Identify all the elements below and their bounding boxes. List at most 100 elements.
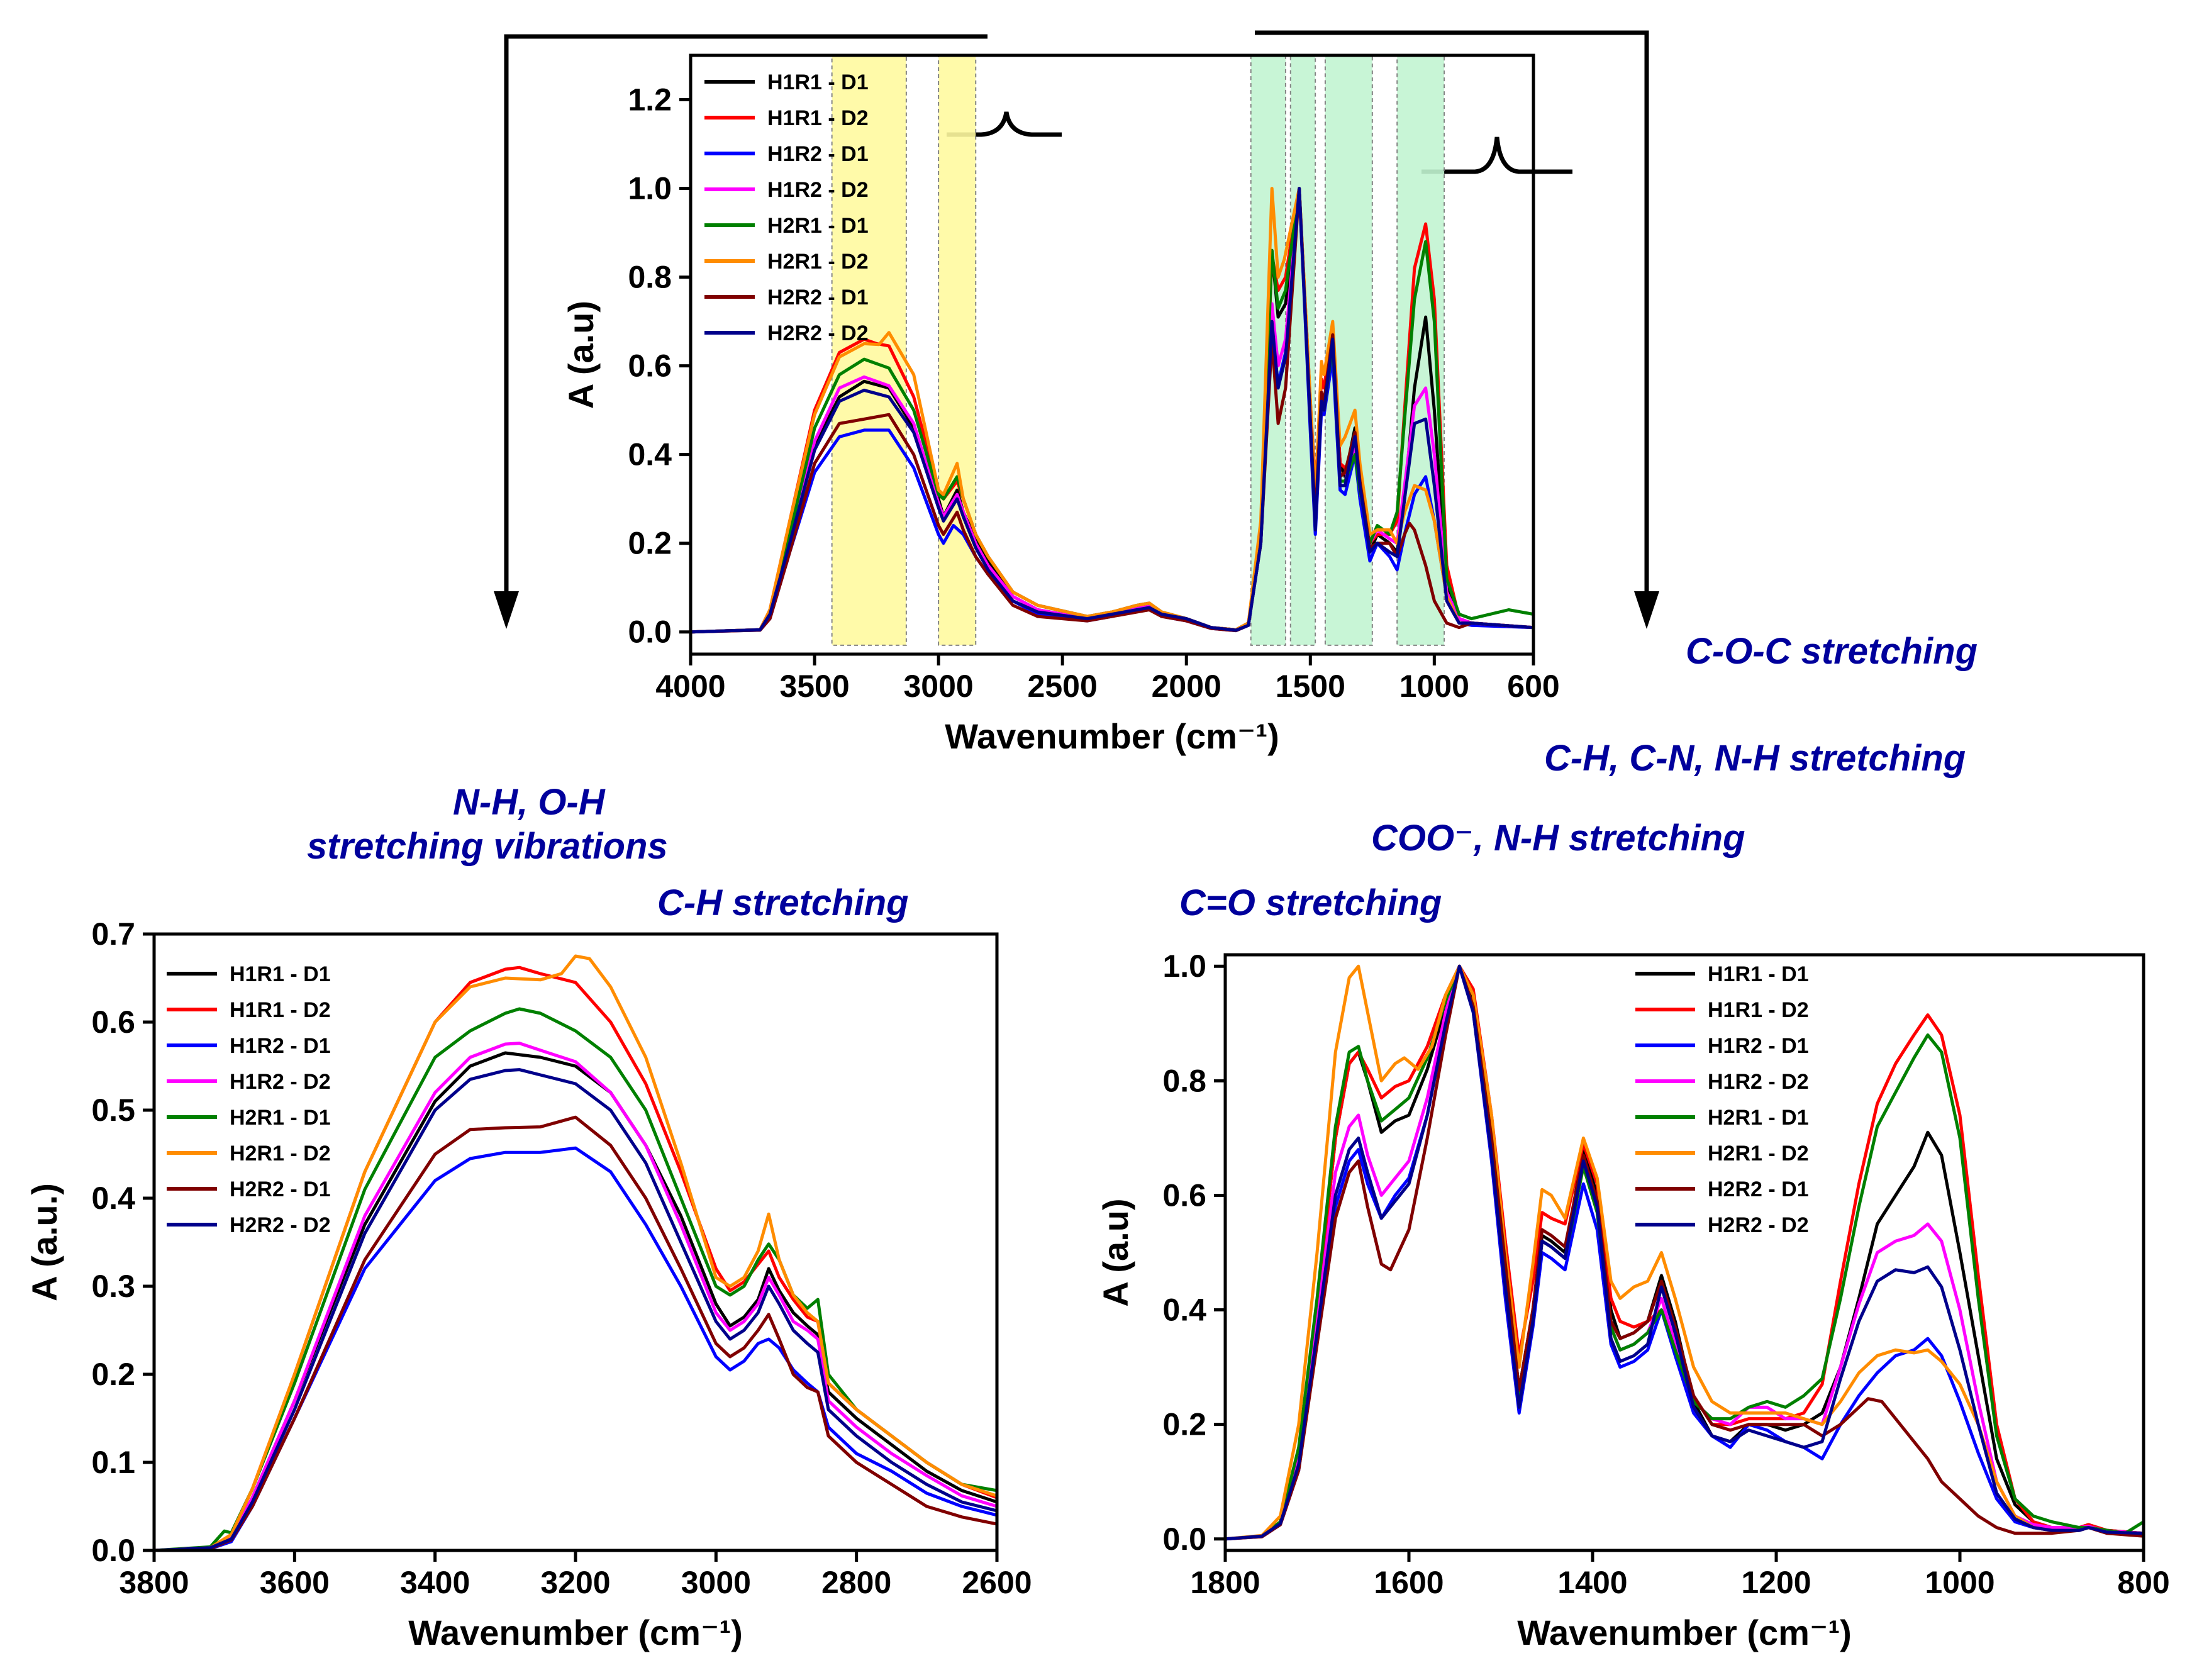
x-tick-label: 3800 [119,1565,189,1600]
left-bracket-line [504,34,988,604]
annotation-coc: C-O-C stretching [1686,631,1978,672]
series-line-h2r2-d2 [1225,964,2144,1541]
x-tick-label: 3400 [400,1565,470,1600]
y-tick-label: 0.7 [91,916,135,952]
legend-label: H2R1 - D1 [767,214,869,238]
legend-label: H2R1 - D2 [1708,1142,1809,1165]
highlight-band-3 [1289,55,1316,646]
y-tick-label: 0.8 [1162,1063,1206,1098]
legend-label: H2R1 - D1 [230,1106,331,1130]
y-tick-label: 1.0 [628,171,672,206]
legend-label: H2R1 - D1 [1708,1106,1809,1130]
highlight-band-1 [938,55,977,646]
series-line-h2r2-d1 [1225,964,2144,1541]
y-tick-label: 0.2 [1162,1407,1206,1442]
chart-full-spectrum: 4000 3500 3000 2500 2000 1500 1000 600 0.0 0.2 0.4… [561,53,1560,756]
x-tick-label: 2000 [1152,669,1221,704]
chart-fingerprint-region: 1800 1600 1400 1200 1000 800 0.0 0.2 0.4 0.6 0.8 1.… [1096,948,2170,1652]
legend-label: H1R2 - D2 [767,178,869,202]
right-bracket-line [1255,30,1649,604]
legend-label: H1R1 - D1 [230,962,331,986]
y-tick-label: 0.4 [91,1181,135,1216]
series-line-h2r2-d1 [154,1115,997,1550]
x-tick-label: 3000 [904,669,974,704]
y-tick-label: 0.6 [628,348,672,384]
right-arrow-head [1634,591,1659,629]
series-line-h2r1-d1 [1225,964,2144,1541]
plot-frame [1223,953,2145,1552]
x-tick-label: 1000 [1399,669,1469,704]
legend-label: H1R1 - D1 [767,70,869,94]
y-tick-label: 0.4 [1162,1293,1206,1328]
legend-label: H2R2 - D1 [230,1177,331,1201]
y-tick-label: 0.4 [628,437,672,472]
annotation-co: C=O stretching [1179,882,1442,923]
series-line-h2r1-d2 [154,954,997,1550]
x-tick-label: 2500 [1028,669,1098,704]
y-tick-label: 0.2 [91,1357,135,1392]
x-tick-label: 1400 [1557,1565,1627,1600]
annotation-ch-cn-nh: C-H, C-N, N-H stretching [1544,738,1966,779]
legend-label: H2R1 - D2 [767,250,869,274]
x-axis-title: Wavenumber (cm⁻¹) [408,1613,743,1652]
legend-label: H1R2 - D1 [767,142,869,166]
annotations: C-O-C stretching C-H, C-N, N-H stretchin… [307,631,1978,923]
legend-label: H1R1 - D2 [767,106,869,130]
series-line-h1r2-d1 [154,1146,997,1550]
legend-label: H1R1 - D2 [1708,998,1809,1022]
x-tick-label: 3600 [260,1565,330,1600]
left-arrow-head [494,591,519,629]
x-tick-label: 3000 [681,1565,751,1600]
y-tick-label: 0.8 [628,260,672,295]
y-tick-label: 0.0 [628,615,672,650]
series-group [154,954,997,1550]
y-tick-label: 1.2 [628,82,672,118]
annotation-ch: C-H stretching [657,882,909,923]
x-tick-label: 1000 [1925,1565,1994,1600]
x-axis-title: Wavenumber (cm⁻¹) [945,716,1279,756]
legend-label: H1R1 - D1 [1708,962,1809,986]
y-tick-label: 0.0 [91,1533,135,1568]
legend: H1R1 - D1 H1R1 - D2 H1R2 - D1 H1R2 - D2 H2R1… [167,962,331,1237]
left-brace-icon [947,111,1062,137]
x-tick-label: 600 [1507,669,1559,704]
y-tick-label: 0.5 [91,1093,135,1128]
annotation-coo-nh: COO⁻, N-H stretching [1371,818,1745,859]
legend-label: H1R2 - D1 [230,1034,331,1058]
legend-label: H2R2 - D2 [767,321,869,345]
legend-label: H2R2 - D1 [767,286,869,309]
right-brace-icon [1421,136,1572,174]
y-tick-label: 0.0 [1162,1521,1206,1557]
y-axis-title: A (a.u) [1096,1198,1135,1306]
y-tick-label: 0.2 [628,526,672,561]
annotation-nh-oh-line1: N-H, O-H [453,782,606,823]
series-line-h1r1-d2 [1225,964,2144,1541]
series-line-h2r2-d2 [691,187,1533,634]
x-tick-label: 1800 [1190,1565,1260,1600]
x-tick-label: 800 [2117,1565,2169,1600]
x-tick-label: 2600 [962,1565,1032,1600]
legend: H1R1 - D1 H1R1 - D2 H1R2 - D1 H1R2 - D2 H2R1… [704,70,869,345]
x-tick-label: 4000 [655,669,725,704]
legend-label: H2R2 - D2 [1708,1213,1809,1237]
y-tick-label: 1.0 [1162,948,1206,984]
x-tick-label: 1500 [1276,669,1345,704]
chart-nh-oh-region: 3800 3600 3400 3200 3000 2800 2600 0.0 0.1 0.2 0.3… [25,916,1032,1652]
legend-label: H1R2 - D1 [1708,1034,1809,1058]
y-tick-label: 0.3 [91,1269,135,1304]
legend-label: H2R2 - D2 [230,1213,331,1237]
series-group [1225,964,2144,1541]
y-axis-title: A (a.u.) [25,1183,64,1301]
series-line-h1r2-d2 [154,1042,997,1550]
x-tick-label: 3500 [779,669,849,704]
x-tick-label: 1200 [1741,1565,1811,1600]
series-line-h1r1-d1 [154,1051,997,1550]
x-axis-title: Wavenumber (cm⁻¹) [1517,1613,1852,1652]
x-tick-label: 2800 [821,1565,891,1600]
series-group [691,187,1533,634]
y-tick-label: 0.6 [1162,1177,1206,1213]
y-tick-label: 0.1 [91,1445,135,1480]
series-line-h2r2-d2 [154,1068,997,1550]
y-axis-title: A (a.u) [561,301,601,409]
